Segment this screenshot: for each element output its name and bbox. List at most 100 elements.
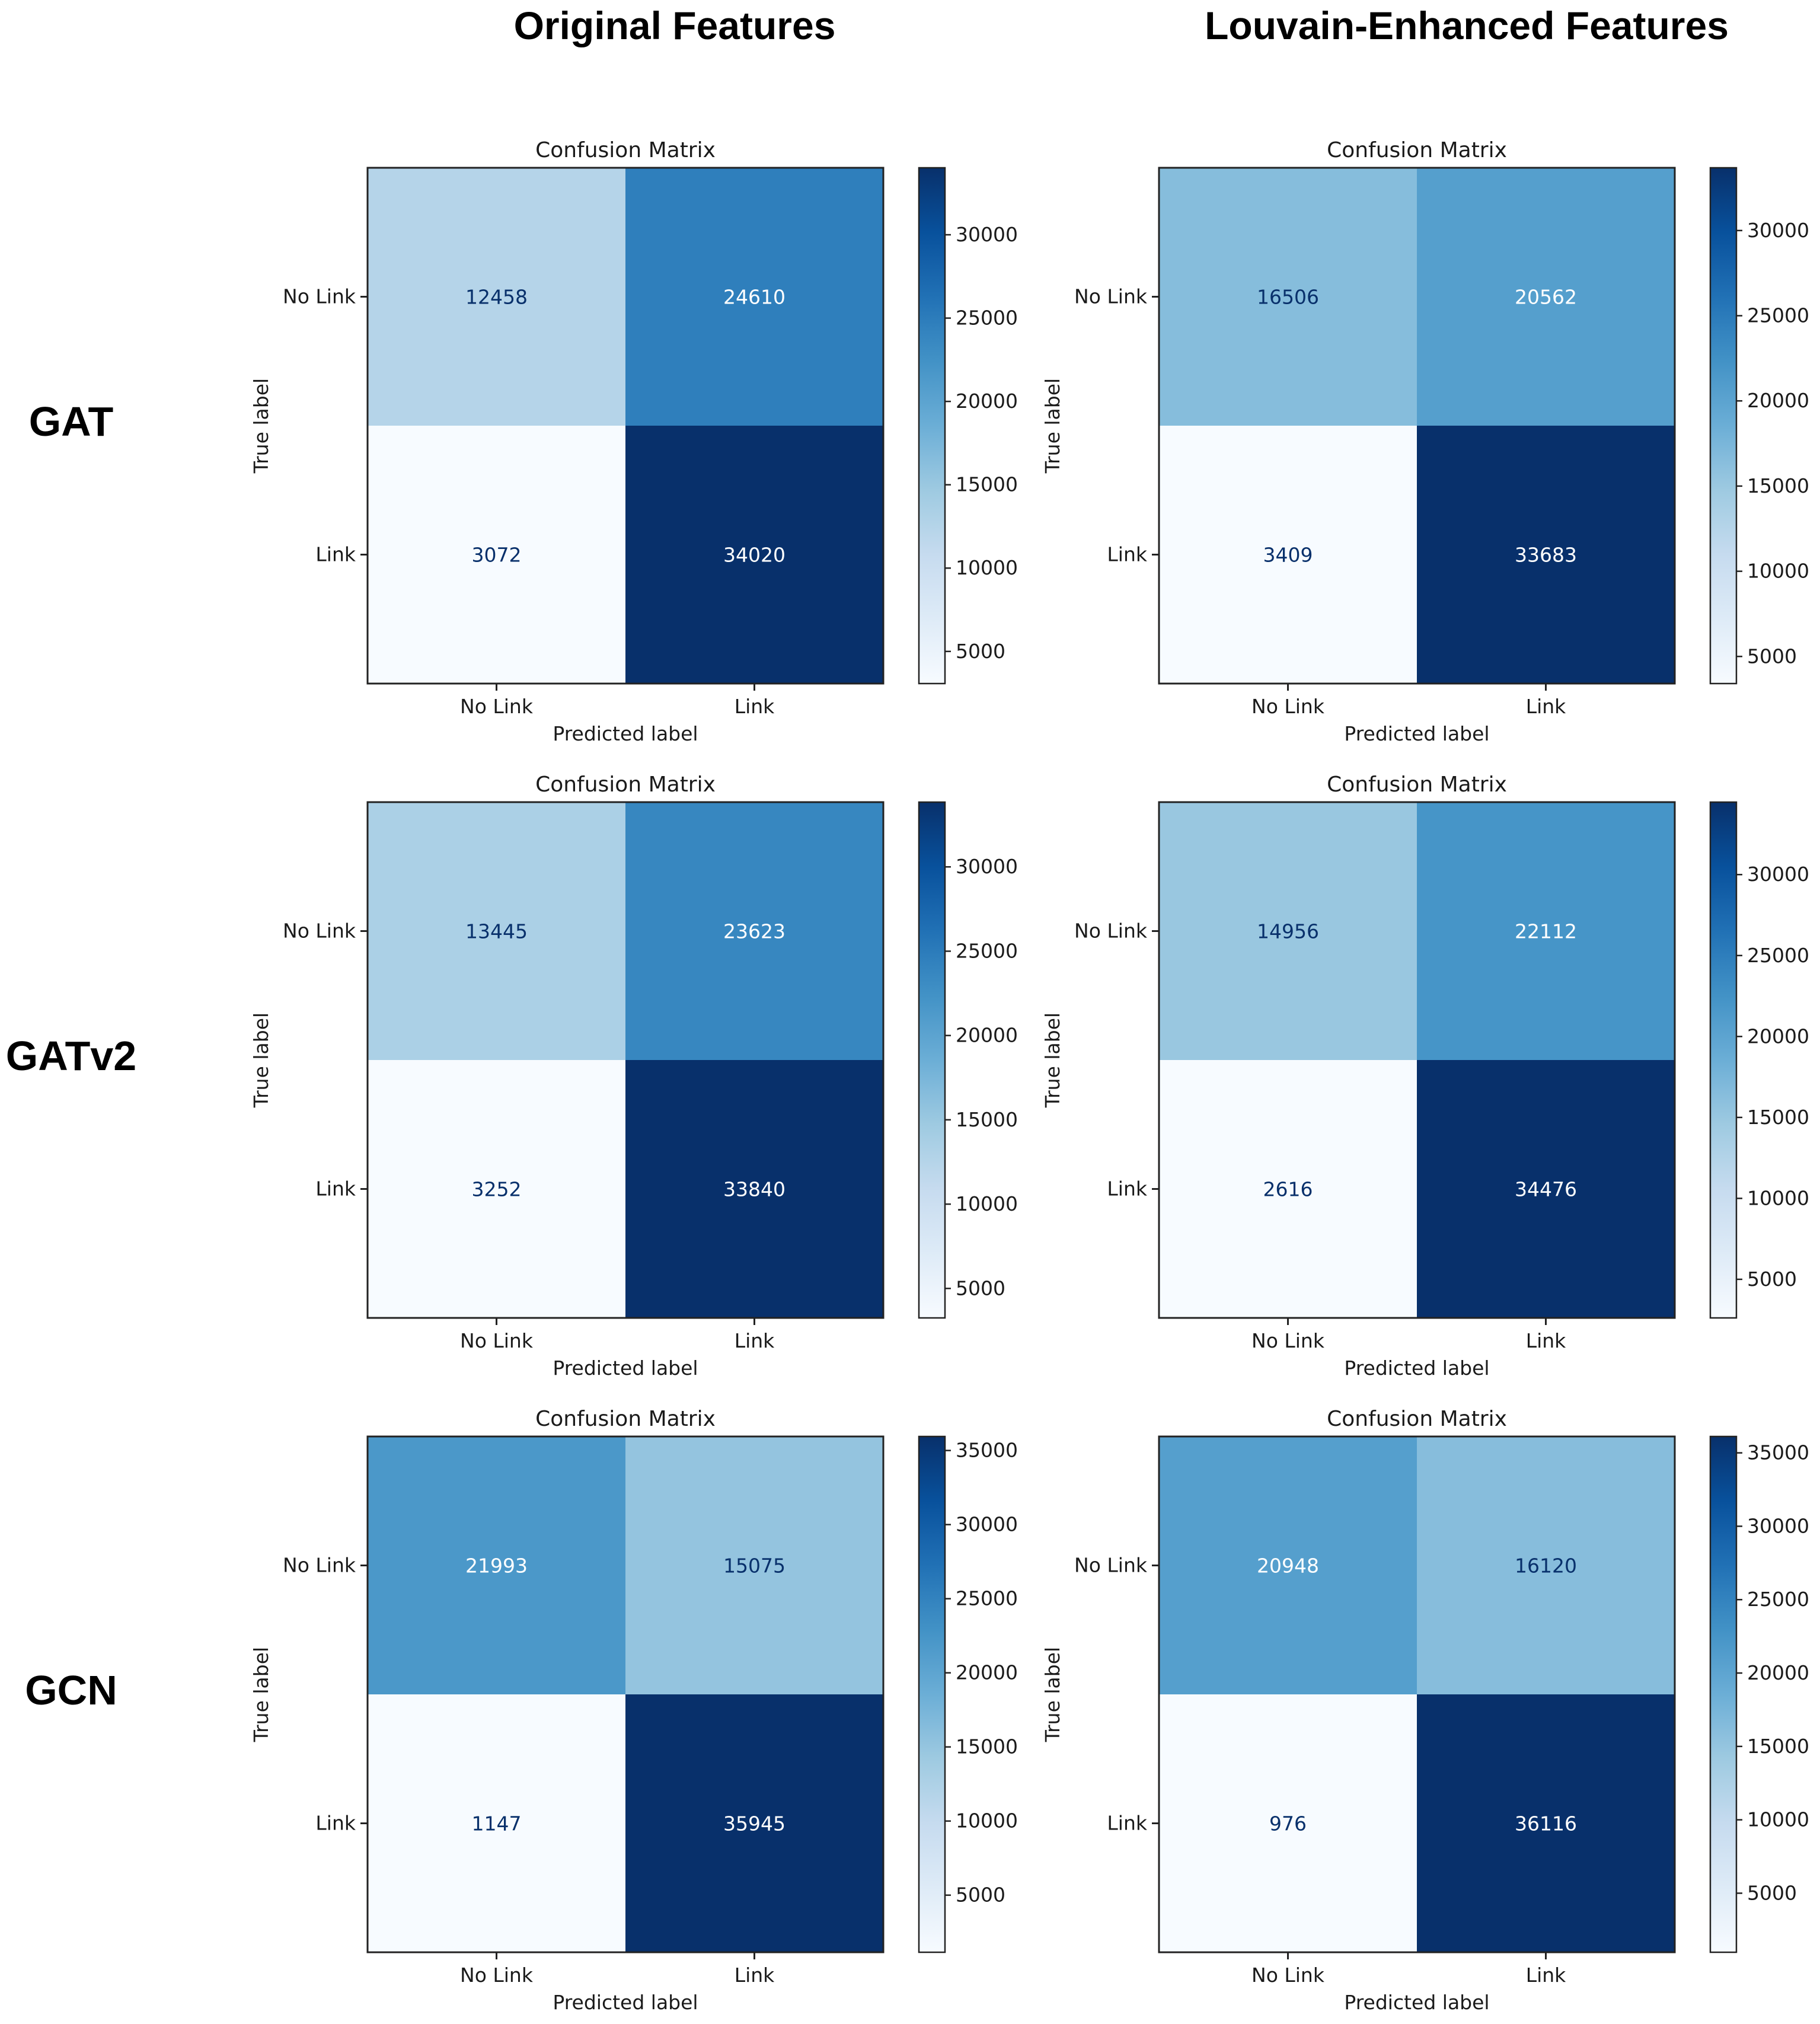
colorbar-tick-label: 10000: [956, 1192, 1018, 1215]
colorbar-tick-label: 35000: [1747, 1441, 1809, 1464]
panel-title: Confusion Matrix: [535, 1407, 716, 1431]
panel-title: Confusion Matrix: [535, 138, 716, 162]
colorbar-tick-label: 15000: [956, 1735, 1018, 1758]
colorbar-tick-label: 35000: [956, 1439, 1018, 1462]
x-axis-label: Predicted label: [553, 1991, 698, 2014]
y-tick-label: Link: [315, 1812, 356, 1835]
cell-value-label: 3409: [1263, 544, 1313, 567]
y-tick-label: No Link: [283, 285, 356, 308]
confusion-matrix-panel: Confusion Matrix 12458 24610 3072 34020 No Li…: [250, 138, 1018, 745]
matrix-cell: [1417, 1436, 1675, 1694]
x-tick-label: No Link: [1251, 1964, 1325, 1987]
matrix-cell: [625, 1060, 883, 1318]
x-tick-label: Link: [735, 1964, 775, 1987]
colorbar-tick-label: 20000: [1747, 389, 1809, 412]
y-tick-label: Link: [315, 1177, 356, 1201]
colorbar-tick-label: 15000: [1747, 1735, 1809, 1758]
cell-value-label: 33840: [723, 1178, 786, 1201]
matrix-cell: [368, 1436, 625, 1694]
x-axis-label: Predicted label: [1344, 1356, 1489, 1380]
x-tick-label: Link: [1526, 695, 1566, 718]
y-axis-label: True label: [1041, 1647, 1064, 1742]
confusion-matrix-panel: Confusion Matrix 21993 15075 1147 35945 No Li…: [250, 1407, 1018, 2014]
row-label-gcn: GCN: [25, 1667, 117, 1713]
cell-value-label: 15075: [723, 1554, 786, 1578]
y-axis-label: True label: [1041, 1013, 1064, 1108]
cell-value-label: 20948: [1257, 1554, 1319, 1578]
cell-value-label: 2616: [1263, 1178, 1313, 1201]
column-header-original: Original Features: [514, 4, 836, 47]
cell-value-label: 36116: [1515, 1812, 1577, 1835]
colorbar-tick-label: 25000: [1747, 304, 1809, 327]
colorbar-tick-label: 20000: [956, 390, 1018, 413]
x-axis-label: Predicted label: [553, 722, 698, 745]
cell-value-label: 12458: [465, 286, 528, 309]
confusion-matrix-panel: Confusion Matrix 13445 23623 3252 33840 No Li…: [250, 772, 1018, 1380]
matrix-cell: [625, 1694, 883, 1952]
cell-value-label: 14956: [1257, 920, 1319, 943]
cell-value-label: 976: [1269, 1812, 1307, 1835]
matrix-cell: [1159, 426, 1417, 684]
matrix-cell: [368, 802, 625, 1060]
panel-title: Confusion Matrix: [535, 772, 716, 797]
colorbar-tick-label: 5000: [1747, 644, 1797, 668]
matrix-cell: [368, 168, 625, 426]
cell-value-label: 20562: [1515, 286, 1577, 309]
cell-value-label: 23623: [723, 920, 786, 943]
matrix-frame: [1158, 167, 1676, 685]
matrix-cell: [625, 802, 883, 1060]
matrix-frame: [366, 167, 885, 685]
colorbar-tick-label: 5000: [1747, 1268, 1797, 1291]
matrix-cell: [1159, 802, 1417, 1060]
colorbar-tick-label: 5000: [956, 640, 1005, 663]
colorbar: [1709, 167, 1738, 685]
y-tick-label: No Link: [283, 1554, 356, 1577]
colorbar-tick-label: 10000: [1747, 560, 1809, 583]
matrix-cell: [1417, 168, 1675, 426]
x-tick-label: Link: [735, 1329, 775, 1352]
matrix-cell: [1159, 1436, 1417, 1694]
y-tick-label: No Link: [1074, 920, 1148, 943]
cell-value-label: 16120: [1515, 1554, 1577, 1578]
matrix-cell: [625, 168, 883, 426]
colorbar-tick-label: 5000: [956, 1883, 1005, 1907]
x-tick-label: No Link: [460, 1329, 534, 1352]
cell-value-label: 21993: [465, 1554, 528, 1578]
colorbar-tick-label: 20000: [956, 1661, 1018, 1684]
matrix-cell: [1159, 1694, 1417, 1952]
y-axis-label: True label: [250, 1013, 273, 1108]
cell-value-label: 13445: [465, 920, 528, 943]
x-axis-label: Predicted label: [553, 1356, 698, 1380]
panel-title: Confusion Matrix: [1327, 772, 1507, 797]
matrix-cell: [1417, 1694, 1675, 1952]
colorbar-tick-label: 30000: [1747, 1514, 1809, 1537]
matrix-frame: [366, 1435, 885, 1953]
column-header-louvain: Louvain-Enhanced Features: [1205, 4, 1729, 47]
matrix-cell: [1159, 1060, 1417, 1318]
colorbar: [918, 801, 946, 1319]
colorbar-tick-label: 20000: [956, 1024, 1018, 1047]
y-tick-label: Link: [1107, 1177, 1147, 1201]
cell-value-label: 34020: [723, 544, 786, 567]
colorbar-tick-label: 15000: [956, 1108, 1018, 1131]
confusion-matrix-panel: Confusion Matrix 20948 16120 976 36116 No Lin…: [1041, 1407, 1809, 2014]
colorbar: [918, 167, 946, 685]
colorbar-tick-label: 30000: [956, 223, 1018, 246]
matrix-cell: [368, 1060, 625, 1318]
colorbar: [1709, 1435, 1738, 1953]
panel-title: Confusion Matrix: [1327, 138, 1507, 162]
y-tick-label: Link: [1107, 543, 1147, 566]
colorbar-tick-label: 10000: [956, 1809, 1018, 1833]
cell-value-label: 22112: [1515, 920, 1577, 943]
colorbar-tick-label: 10000: [1747, 1808, 1809, 1831]
colorbar-tick-label: 5000: [956, 1276, 1005, 1300]
colorbar-tick-label: 5000: [1747, 1881, 1797, 1904]
matrix-cell: [1417, 802, 1675, 1060]
colorbar-tick-label: 25000: [1747, 944, 1809, 967]
matrix-cell: [368, 1694, 625, 1952]
colorbar-tick-label: 15000: [1747, 1106, 1809, 1129]
cell-value-label: 1147: [472, 1812, 522, 1835]
y-tick-label: No Link: [1074, 285, 1148, 308]
matrix-cell: [1417, 1060, 1675, 1318]
matrix-frame: [1158, 1435, 1676, 1953]
